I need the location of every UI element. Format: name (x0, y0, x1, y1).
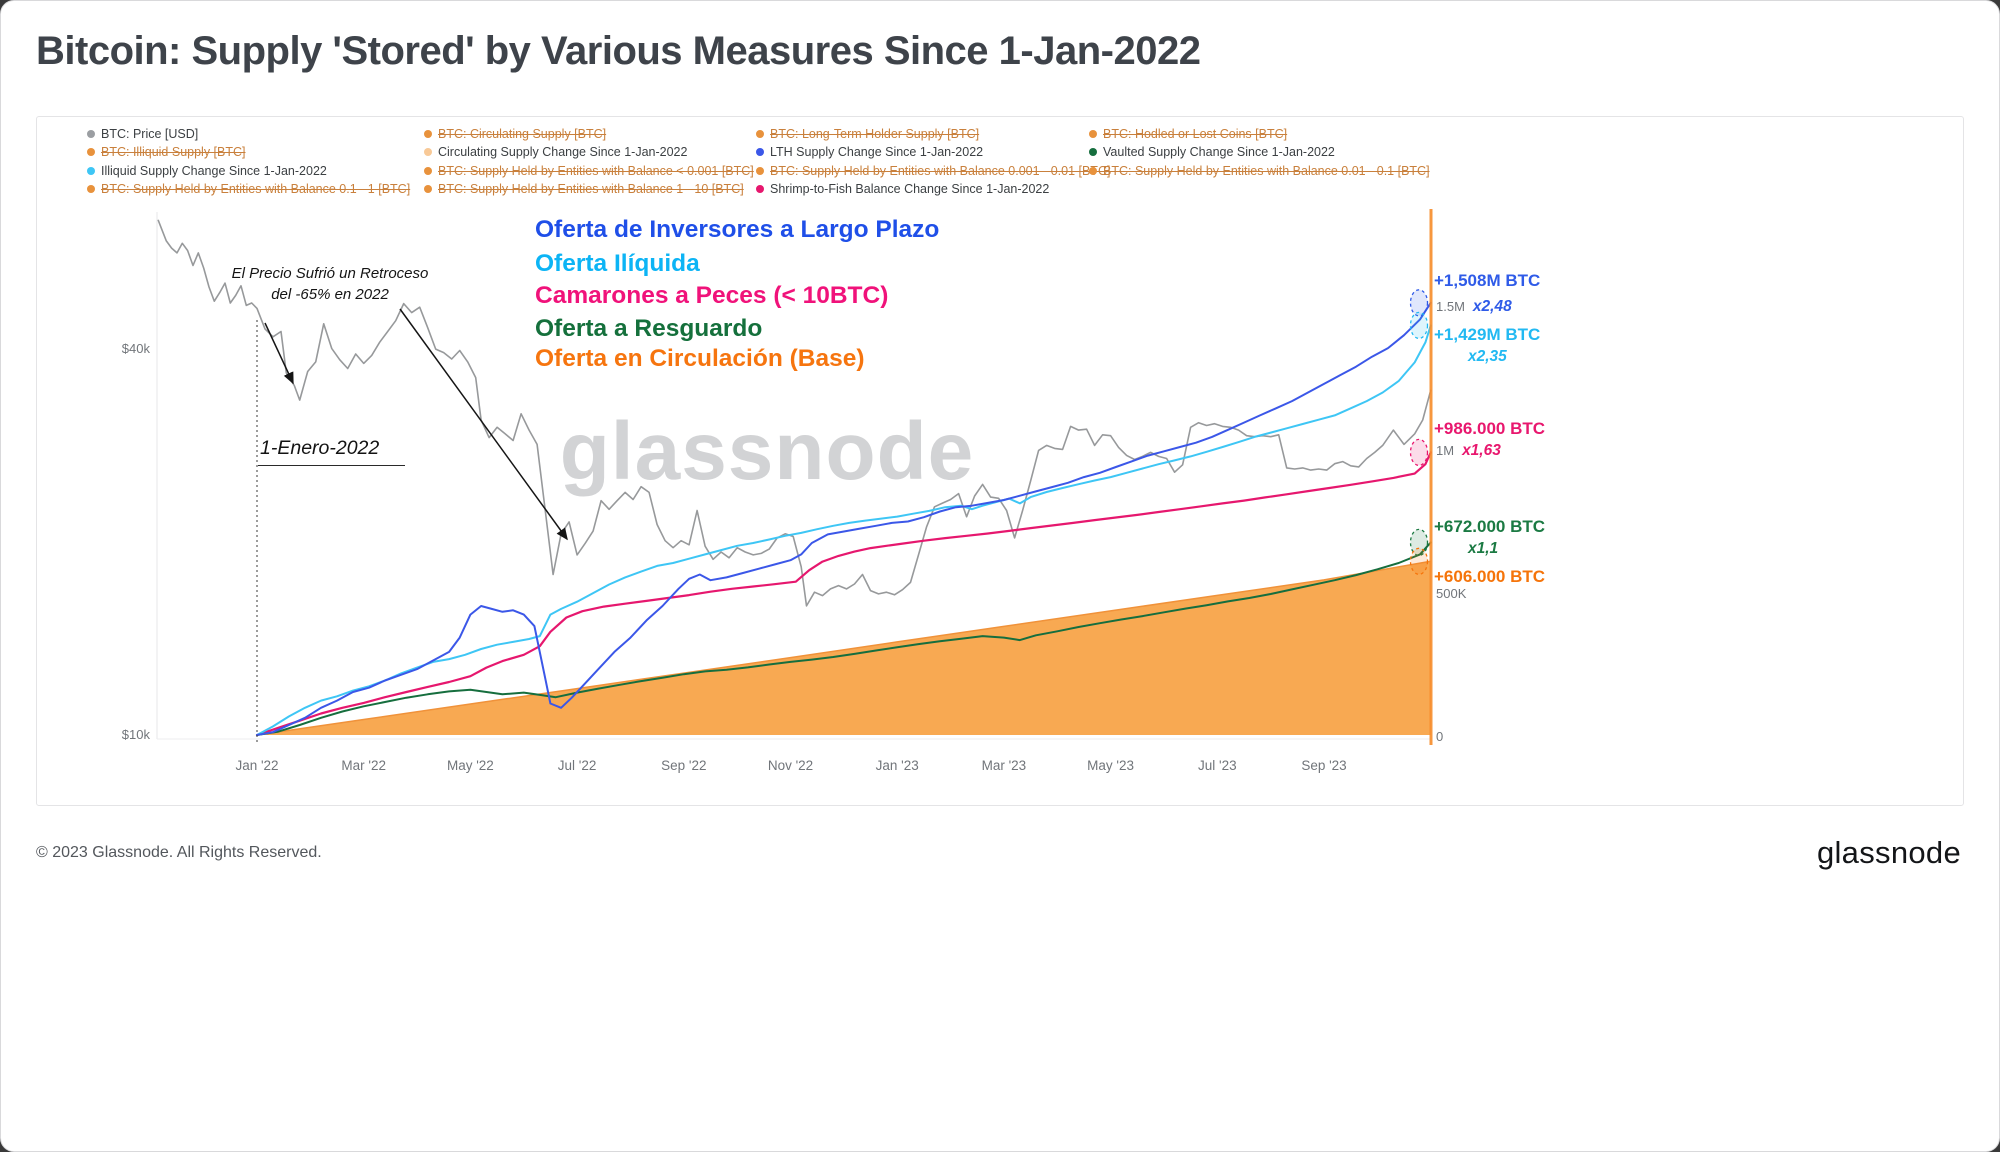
series-callout-label: Oferta a Resguardo (535, 315, 763, 342)
legend-item[interactable]: BTC: Circulating Supply [BTC] (424, 126, 756, 141)
legend-label: BTC: Illiquid Supply [BTC] (101, 145, 246, 159)
legend-dot-icon (756, 129, 764, 138)
legend-item[interactable]: BTC: Long-Term Holder Supply [BTC] (756, 126, 1089, 141)
right-axis-tick: 1M x1,63 (1436, 442, 1501, 460)
legend-item[interactable]: Circulating Supply Change Since 1-Jan-20… (424, 145, 756, 160)
x-axis-tick-label: Nov '22 (767, 758, 814, 773)
x-axis-tick-label: Jul '23 (1197, 758, 1237, 773)
legend-item[interactable]: BTC: Illiquid Supply [BTC] (87, 145, 424, 160)
legend-dot-icon (87, 185, 95, 193)
legend-item[interactable]: BTC: Hodled or Lost Coins [BTC] (1089, 126, 1430, 141)
x-axis-tick-label: Mar '22 (341, 758, 386, 773)
supply-multiplier-label: x2,35 (1468, 348, 1507, 365)
legend-dot-icon (424, 185, 432, 193)
retrace-line2: del -65% en 2022 (271, 286, 389, 303)
legend-item[interactable]: BTC: Supply Held by Entities with Balanc… (424, 163, 756, 178)
legend-item[interactable]: BTC: Supply Held by Entities with Balanc… (87, 182, 424, 197)
legend-dot-icon (424, 148, 432, 156)
legend-dot-icon (756, 148, 764, 156)
legend-dot-icon (1089, 166, 1097, 175)
series-callout-label: Camarones a Peces (< 10BTC) (535, 282, 889, 309)
glassnode-watermark: glassnode (559, 406, 975, 497)
glassnode-logo: glassnode (1816, 835, 1961, 870)
legend-label: BTC: Long-Term Holder Supply [BTC] (770, 126, 980, 141)
x-axis-tick-label: May '23 (1087, 758, 1135, 773)
legend-label: Shrimp-to-Fish Balance Change Since 1-Ja… (770, 182, 1050, 196)
legend-item[interactable]: BTC: Price [USD] (87, 126, 424, 141)
x-axis-tick-label: Jan '23 (875, 758, 919, 773)
legend-label: BTC: Price [USD] (101, 126, 199, 141)
page-title: Bitcoin: Supply 'Stored' by Various Meas… (36, 29, 1201, 73)
legend-dot-icon (756, 185, 764, 193)
series-callout-label: Oferta en Circulación (Base) (535, 345, 865, 372)
legend-label: BTC: Supply Held by Entities with Balanc… (438, 182, 744, 196)
x-axis-tick-label: Sep '22 (661, 758, 707, 773)
legend-dot-icon (1089, 148, 1097, 156)
legend-label: BTC: Supply Held by Entities with Balanc… (1103, 163, 1430, 178)
x-axis-tick-label: Jan '22 (235, 758, 279, 773)
right-axis-tick: 500K (1436, 586, 1466, 601)
legend-label: LTH Supply Change Since 1-Jan-2022 (770, 145, 984, 159)
x-axis-tick-label: Sep '23 (1301, 758, 1347, 773)
chart-canvas[interactable] (37, 117, 1965, 805)
right-axis-tick-label: 1.5M (1436, 299, 1465, 314)
supply-change-value-label: +986.000 BTC (1434, 419, 1546, 438)
legend-item[interactable]: BTC: Supply Held by Entities with Balanc… (424, 182, 756, 197)
legend-dot-icon (87, 166, 95, 175)
right-axis-tick: 1.5M x2,48 (1436, 298, 1512, 316)
x-axis-tick-label: Mar '23 (981, 758, 1027, 773)
supply-change-value-label: +672.000 BTC (1434, 517, 1546, 536)
supply-change-value-label: +1,429M BTC (1434, 325, 1541, 344)
right-axis-tick: 0 (1436, 729, 1443, 744)
legend-item[interactable]: Illiquid Supply Change Since 1-Jan-2022 (87, 163, 424, 178)
legend-label: BTC: Supply Held by Entities with Balanc… (438, 163, 754, 178)
chart-card: BTC: Price [USD] BTC: Circulating Supply … (36, 116, 1964, 806)
legend-dot-icon (756, 166, 764, 175)
x-axis-tick-label: May '22 (446, 758, 494, 773)
supply-multiplier-label: x1,63 (1462, 442, 1501, 459)
legend-dot-icon (87, 148, 95, 156)
price-axis-tick-label: $10k (121, 727, 150, 742)
supply-change-value-label: +1,508M BTC (1434, 271, 1541, 290)
legend-item[interactable]: BTC: Supply Held by Entities with Balanc… (756, 163, 1110, 178)
legend-label: Illiquid Supply Change Since 1-Jan-2022 (101, 163, 327, 178)
supply-change-value-label: +606.000 BTC (1434, 567, 1546, 586)
legend-label: BTC: Hodled or Lost Coins [BTC] (1103, 126, 1288, 141)
right-axis-tick-label: 0 (1436, 729, 1444, 744)
legend-label: BTC: Circulating Supply [BTC] (438, 126, 607, 141)
legend-dot-icon (87, 129, 95, 138)
right-axis-tick-label: 1M (1436, 443, 1455, 458)
chart-plot[interactable]: BTC: Price [USD] BTC: Circulating Supply … (37, 117, 1963, 805)
supply-multiplier-label: x2,48 (1472, 298, 1512, 315)
legend-label: BTC: Supply Held by Entities with Balanc… (101, 182, 411, 196)
legend-dot-icon (424, 166, 432, 175)
supply-multiplier-label: x1,1 (1468, 540, 1499, 557)
series-callout-label: Oferta de Inversores a Largo Plazo (535, 216, 940, 243)
right-axis-tick-label: 500K (1436, 586, 1467, 601)
legend-label: Circulating Supply Change Since 1-Jan-20… (438, 145, 688, 159)
retrace-line1: El Precio Sufrió un Retroceso (231, 265, 429, 282)
jan-1-2022-annotation: 1-Enero-2022 (258, 437, 406, 466)
legend-item[interactable]: LTH Supply Change Since 1-Jan-2022 (756, 145, 1089, 160)
legend-item[interactable]: Shrimp-to-Fish Balance Change Since 1-Ja… (756, 182, 1089, 197)
chart-legend: BTC: Price [USD] BTC: Circulating Supply … (87, 126, 1430, 197)
series-callout-label: Oferta Ilíquida (535, 250, 700, 277)
price-axis-tick-label: $40k (121, 341, 150, 357)
price-retrace-annotation: El Precio Sufrió un Retroceso del -65% e… (223, 263, 437, 305)
legend-label: Vaulted Supply Change Since 1-Jan-2022 (1103, 145, 1335, 159)
legend-dot-icon (424, 129, 432, 138)
legend-label: BTC: Supply Held by Entities with Balanc… (770, 163, 1111, 178)
legend-item[interactable]: BTC: Supply Held by Entities with Balanc… (1089, 163, 1430, 178)
legend-item[interactable]: Vaulted Supply Change Since 1-Jan-2022 (1089, 145, 1430, 160)
footer-copyright: © 2023 Glassnode. All Rights Reserved. (36, 844, 322, 861)
legend-dot-icon (1089, 129, 1097, 138)
x-axis-tick-label: Jul '22 (557, 758, 597, 773)
